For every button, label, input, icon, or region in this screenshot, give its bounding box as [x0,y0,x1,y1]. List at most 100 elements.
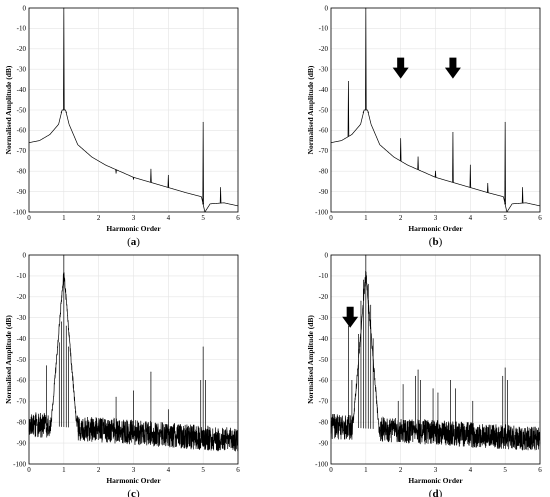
panel-label: (d) [429,488,443,497]
plot-frame [28,7,239,213]
harmonic-peak [370,304,372,306]
x-tick-label: 4 [167,466,171,474]
x-tick-label: 1 [364,466,368,474]
x-tick-label: 6 [538,466,542,474]
y-axis-label: Normalised Amplitude (dB) [306,65,315,154]
chart-panel-c: 0 1 2 3 4 5 6 0 -10 -20 -30 -40 -50 -60 -70 -80 -90 -100 H… [4,251,240,497]
y-tick-label: -40 [17,86,27,94]
x-tick-label: 0 [27,214,31,222]
x-tick-label: 1 [364,214,368,222]
harmonic-peak [437,392,439,394]
y-tick-label: -10 [319,272,329,280]
x-axis-label: Harmonic Order [106,476,161,485]
y-tick-label: -50 [17,356,27,364]
harmonic-peak [487,183,489,184]
harmonic-peak [358,334,359,335]
harmonic-peak [469,164,471,166]
y-tick-label: -30 [319,66,329,74]
harmonic-peak [435,170,436,172]
harmonic-peak [400,138,402,139]
x-tick-label: 4 [469,214,473,222]
harmonic-peak [420,380,421,381]
y-axis-label: Normalised Amplitude (dB) [4,315,13,404]
harmonic-peak [220,187,221,188]
y-tick-label: -20 [17,293,27,301]
harmonic-peak [46,365,47,367]
harmonic-peak [417,156,419,158]
y-tick-label: 0 [23,4,27,12]
harmonic-peak [415,375,417,377]
y-tick-label: -60 [319,377,329,385]
harmonic-peak [67,346,69,348]
plot-frame [330,7,541,213]
harmonic-peak [65,325,67,327]
x-tick-label: 6 [236,214,240,222]
arrow-marker [444,57,461,79]
y-tick-label: -10 [17,272,27,280]
harmonic-peak [502,375,504,377]
harmonic-peak [133,390,134,392]
harmonic-peak [65,111,67,113]
y-tick-label: -20 [319,45,329,53]
y-tick-label: 0 [23,251,27,259]
harmonic-peak [472,400,474,402]
y-tick-label: -90 [319,188,329,196]
harmonic-peak [115,396,117,398]
x-tick-label: 0 [329,214,333,222]
harmonic-peak [348,81,349,82]
y-tick-label: 0 [325,251,329,259]
x-axis-label: Harmonic Order [408,476,463,485]
harmonic-peak [454,388,456,390]
y-tick-label: -90 [17,188,27,196]
y-tick-label: -10 [319,25,329,33]
x-tick-label: 2 [399,466,403,474]
x-tick-label: 0 [27,466,31,474]
x-tick-label: 6 [236,466,240,474]
x-tick-label: 5 [503,214,507,222]
y-tick-label: -20 [17,45,27,53]
plot-frame [28,254,239,465]
y-tick-label: -50 [319,106,329,114]
y-axis-label: Normalised Amplitude (dB) [4,65,13,154]
y-tick-label: -80 [17,419,27,427]
y-tick-label: -30 [17,314,27,322]
arrow-marker [392,57,409,79]
panel-label: (c) [127,488,140,497]
y-tick-label: -30 [17,66,27,74]
x-tick-label: 3 [132,466,136,474]
spectrum-series [28,255,239,452]
harmonic-peak [360,300,362,302]
harmonic-peak [200,380,202,381]
y-axis-label: Normalised Amplitude (dB) [306,315,315,404]
arrow-marker [342,306,359,328]
harmonic-peak [202,121,204,123]
harmonic-peak [432,388,434,390]
y-tick-label: -80 [319,168,329,176]
y-tick-label: -20 [319,293,329,301]
x-tick-label: 5 [503,466,507,474]
harmonic-peak [205,380,207,381]
y-tick-label: -50 [17,106,27,114]
x-tick-label: 1 [62,466,66,474]
y-tick-label: -70 [319,398,329,406]
harmonic-peak [372,338,374,339]
harmonic-peak [452,132,454,133]
y-tick-label: -100 [13,208,26,216]
harmonic-peak [507,380,509,381]
y-tick-label: -50 [319,356,329,364]
y-tick-label: -10 [17,25,27,33]
harmonic-peak [58,342,60,344]
harmonic-peak [150,371,152,373]
x-tick-label: 5 [201,214,205,222]
y-tick-label: -90 [17,439,27,447]
harmonic-peak [522,187,523,188]
y-tick-label: -30 [319,314,329,322]
y-tick-label: -80 [319,419,329,427]
harmonic-peak [133,178,134,180]
x-tick-label: 2 [97,214,101,222]
harmonic-peak [167,174,169,176]
x-tick-label: 0 [329,466,333,474]
spectrum-series [330,255,541,451]
y-tick-label: -80 [17,168,27,176]
